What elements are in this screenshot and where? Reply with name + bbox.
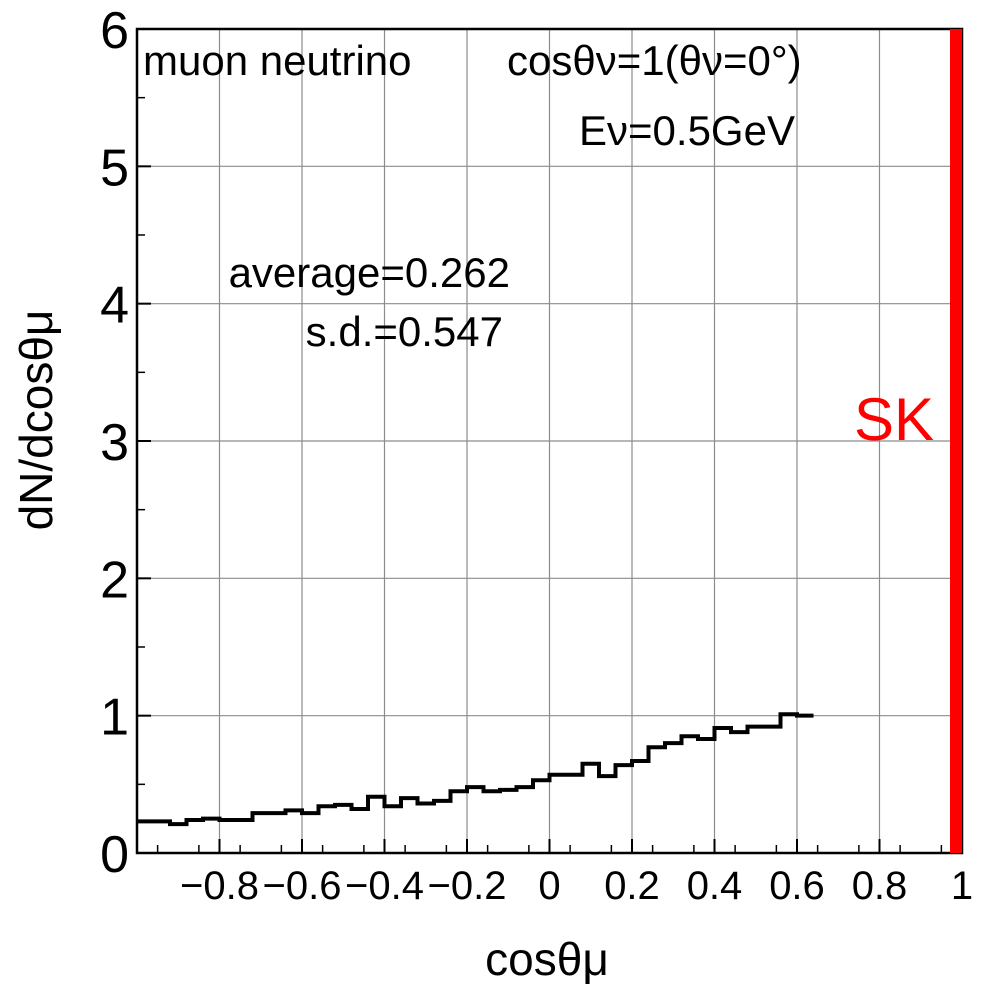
x-axis-title: cosθμ: [485, 933, 609, 985]
x-tick-label: 0.8: [852, 864, 908, 908]
histogram-series: [137, 712, 814, 827]
x-tick-labels: −0.8 −0.6 −0.4 −0.2 0 0.2 0.4 0.6 0.8 1: [180, 864, 973, 908]
annotation-direction: cosθν=1(θν=0°): [507, 37, 802, 84]
y-tick-label: 1: [100, 689, 129, 747]
y-tick-label: 0: [100, 826, 129, 884]
annotation-neutrino-type: muon neutrino: [143, 37, 412, 84]
annotation-average: average=0.262: [229, 249, 510, 296]
y-axis-title: dN/dcosθμ: [10, 310, 62, 531]
x-tick-label: −0.6: [263, 864, 342, 908]
annotation-direction-text: cosθν=1(θν=0°): [507, 37, 802, 84]
y-tick-label: 3: [100, 414, 129, 472]
y-tick-labels: 0 1 2 3 4 5 6: [100, 2, 129, 884]
y-tick-label: 4: [100, 277, 129, 335]
annotation-energy-text: Eν=0.5GeV: [579, 107, 795, 154]
annotation-average-text: average=0.262: [229, 249, 510, 296]
grid-lines: [137, 29, 962, 853]
x-tick-label: 0: [538, 864, 560, 908]
x-tick-label: 0.6: [769, 864, 825, 908]
annotation-neutrino-type-text: muon neutrino: [143, 37, 412, 84]
y-tick-label: 5: [100, 139, 129, 197]
annotation-sd: s.d.=0.547: [306, 308, 503, 355]
y-tick-label: 2: [100, 551, 129, 609]
annotation-energy: Eν=0.5GeV: [579, 107, 795, 154]
x-tick-label: 1: [951, 864, 973, 908]
x-tick-label: −0.4: [345, 864, 424, 908]
annotation-sd-text: s.d.=0.547: [306, 308, 503, 355]
x-tick-label: −0.2: [428, 864, 507, 908]
x-tick-label: 0.4: [687, 864, 743, 908]
x-tick-label: −0.8: [180, 864, 259, 908]
y-tick-label: 6: [100, 2, 129, 60]
histogram-step-line: [137, 712, 814, 827]
x-tick-label: 0.2: [604, 864, 660, 908]
sk-label: SK: [854, 386, 934, 453]
sk-marker-line: [950, 29, 962, 853]
